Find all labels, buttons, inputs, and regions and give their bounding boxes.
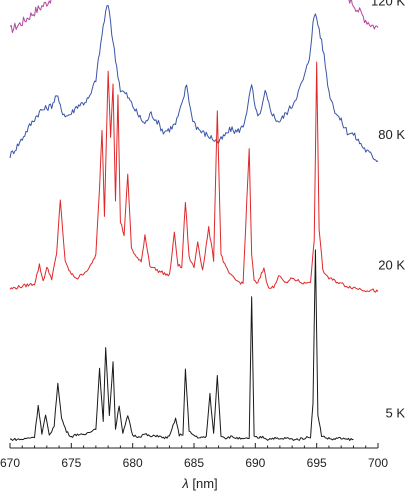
x-tick-label-685: 685 bbox=[184, 456, 204, 470]
series-label-80k: 80 K bbox=[378, 127, 405, 142]
x-tick-label-680: 680 bbox=[123, 456, 143, 470]
x-tick-label-690: 690 bbox=[245, 456, 265, 470]
temperature-labels: 120 K 80 K 20 K 5 K bbox=[371, 0, 405, 420]
series-line-120k bbox=[9, 0, 379, 34]
series-label-5k: 5 K bbox=[385, 405, 405, 420]
x-tick-label-700: 700 bbox=[368, 456, 388, 470]
series-label-20k: 20 K bbox=[378, 258, 405, 273]
series-line-5k bbox=[9, 249, 354, 442]
x-tick-label-670: 670 bbox=[0, 456, 20, 470]
x-axis-title: λ [nm] bbox=[181, 476, 217, 491]
x-tick-label-695: 695 bbox=[307, 456, 327, 470]
x-axis-title-unit: [nm] bbox=[192, 476, 217, 491]
x-axis-title-symbol: λ bbox=[181, 476, 188, 491]
series-line-20k bbox=[9, 61, 379, 293]
x-tick-label-675: 675 bbox=[61, 456, 81, 470]
spectra-series-group bbox=[9, 0, 379, 442]
series-label-120k: 120 K bbox=[371, 0, 405, 9]
x-axis: 670 675 680 685 690 695 700 bbox=[0, 443, 388, 470]
series-line-80k bbox=[9, 4, 379, 163]
